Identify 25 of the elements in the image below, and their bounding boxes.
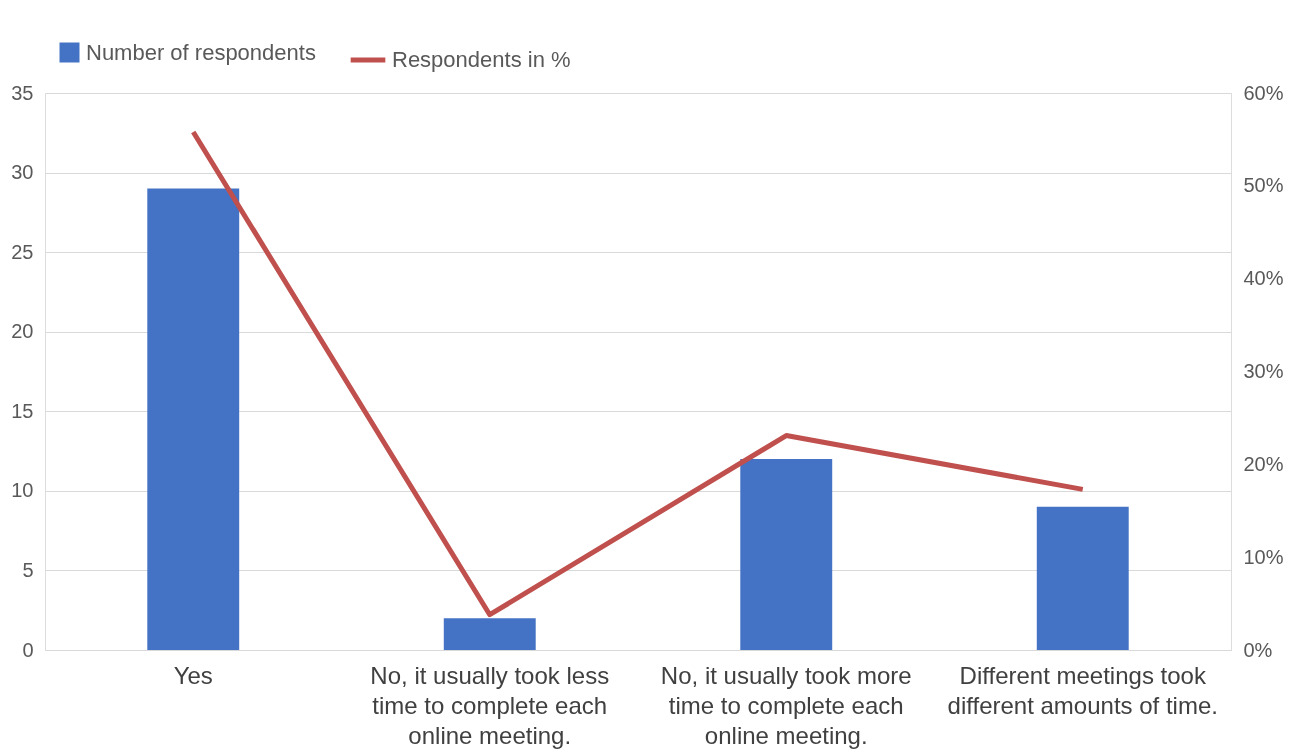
y-tick-label: 0 bbox=[22, 638, 34, 661]
bar bbox=[443, 618, 536, 650]
legend-label: Respondents in % bbox=[392, 47, 571, 72]
y-tick-label: 10 bbox=[11, 479, 34, 502]
y2-tick-label: 0% bbox=[1243, 638, 1273, 661]
y-tick-label: 35 bbox=[11, 81, 34, 104]
x-tick-label: Different meetings took different amounts of time. bbox=[947, 661, 1218, 719]
y-tick-label: 5 bbox=[22, 558, 34, 581]
y2-tick-label: 10% bbox=[1243, 545, 1284, 568]
y2-tick-label: 20% bbox=[1243, 452, 1284, 475]
bar bbox=[147, 188, 240, 650]
y-tick-label: 30 bbox=[11, 161, 34, 184]
bar bbox=[740, 459, 833, 650]
y2-tick-label: 50% bbox=[1243, 174, 1284, 197]
bar bbox=[1036, 506, 1129, 650]
legend-label: Number of respondents bbox=[86, 39, 316, 65]
y-tick-label: 20 bbox=[11, 320, 34, 343]
y2-tick-label: 40% bbox=[1243, 267, 1284, 290]
y-tick-label: 25 bbox=[11, 240, 34, 263]
y2-tick-label: 60% bbox=[1243, 81, 1284, 104]
x-tick-label: No, it usually took less time to complete each online meeting. bbox=[370, 661, 610, 749]
y2-tick-label: 30% bbox=[1243, 360, 1284, 382]
y-tick-label: 15 bbox=[11, 399, 34, 422]
x-tick-label: No, it usually took more time to complete each online meeting. bbox=[660, 661, 912, 749]
x-tick-label: Yes bbox=[173, 661, 213, 689]
